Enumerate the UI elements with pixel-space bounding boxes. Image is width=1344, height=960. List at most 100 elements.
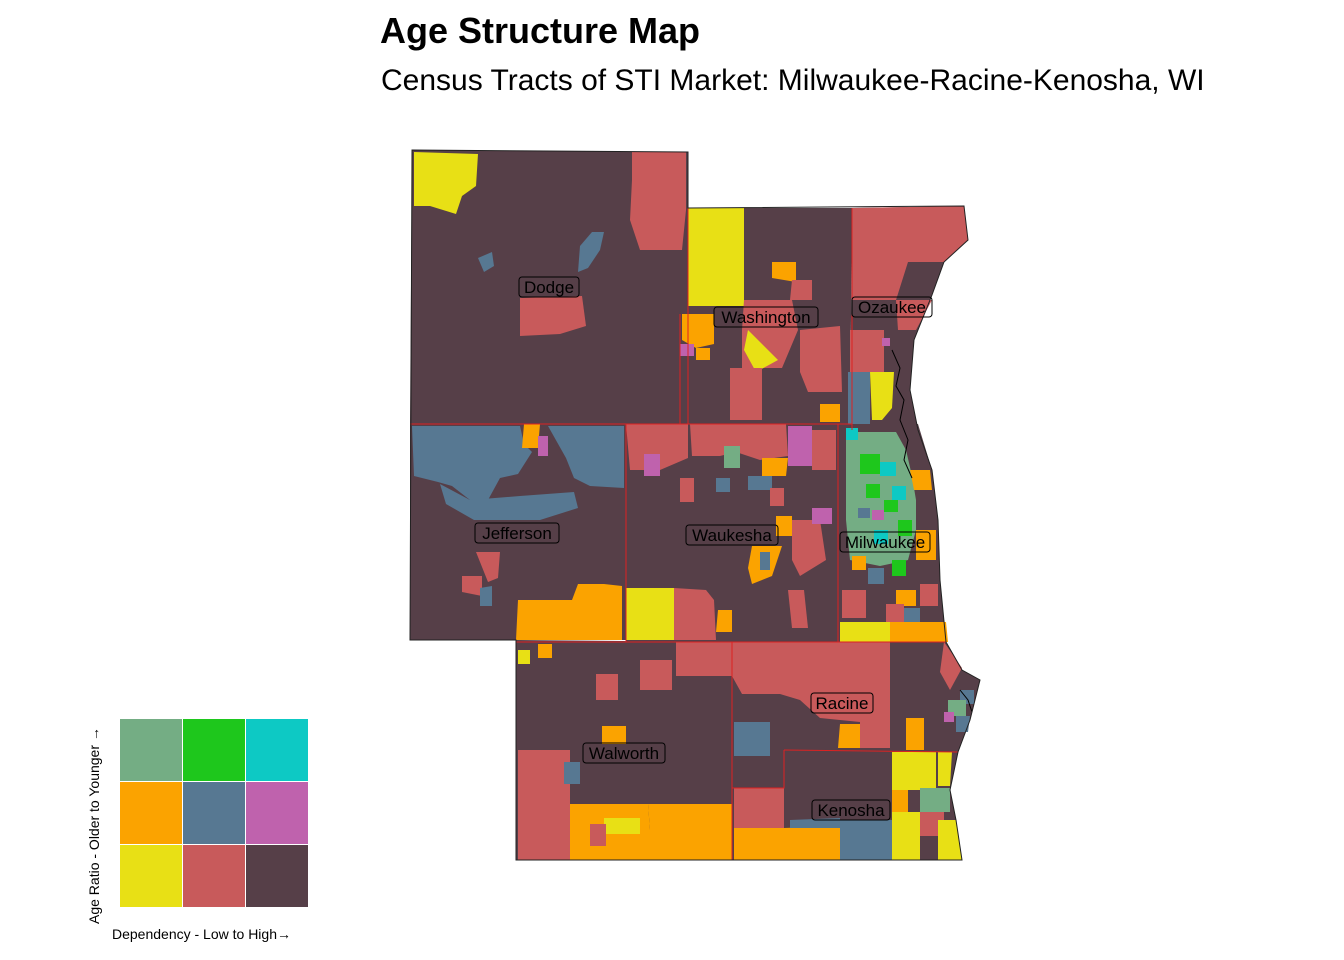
tract-patch (892, 790, 908, 812)
tract-patch (800, 326, 842, 392)
tract-patch (760, 552, 770, 570)
tract-patch (578, 232, 604, 272)
county-name: Racine (816, 694, 869, 713)
county-name: Milwaukee (845, 533, 925, 552)
tract-patch (920, 788, 950, 812)
tract-patch (564, 762, 580, 784)
legend-cell (183, 719, 245, 781)
tract-patch (644, 454, 660, 476)
tract-patch (602, 726, 626, 744)
shoreline-line (959, 689, 973, 713)
tract-patch (850, 330, 884, 372)
tract-patch (838, 724, 860, 748)
tract-patch (680, 478, 694, 502)
tract-patch (626, 588, 674, 640)
tract-patch (596, 674, 618, 700)
county-labels: Dodge Washington Ozaukee Jefferson Wauke… (474, 276, 933, 821)
tract-patch (630, 152, 686, 250)
tract-patch (886, 604, 904, 622)
county-label-jefferson: Jefferson (474, 522, 560, 544)
tract-patch (880, 462, 896, 476)
county-border (783, 749, 959, 753)
county-name: Jefferson (482, 524, 552, 543)
county-name: Dodge (524, 278, 574, 297)
tract-patch (846, 428, 858, 440)
tract-patch (874, 530, 888, 544)
legend-cell (246, 719, 308, 781)
tract-patch (790, 280, 812, 300)
tract-patch (674, 588, 716, 640)
shoreline (891, 349, 973, 713)
county-label-walworth: Walworth (582, 742, 666, 764)
tract-patch (640, 660, 672, 690)
legend-cell (183, 845, 245, 907)
tract-patch (734, 722, 770, 756)
county-name: Kenosha (817, 801, 885, 820)
legend-y-label-text: Age Ratio - Older to Younger (86, 744, 102, 924)
tract-patch (682, 314, 714, 348)
county-label-washington: Washington (713, 306, 819, 328)
tract-patch (626, 424, 688, 470)
tract-patch (770, 488, 784, 506)
tract-patch (414, 152, 478, 214)
county-name: Ozaukee (858, 298, 926, 317)
tract-patch (896, 590, 916, 606)
tract-patch (788, 426, 812, 466)
tract-patch (896, 300, 932, 330)
tract-patch (788, 590, 808, 628)
tract-patch (792, 520, 826, 576)
tract-patch (872, 510, 884, 520)
tract-patch (820, 404, 840, 422)
tract-patch (840, 820, 892, 860)
tract-patch (688, 208, 744, 306)
tract-patch (866, 484, 880, 498)
page-subtitle: Census Tracts of STI Market: Milwaukee-R… (381, 64, 1205, 97)
tract-patch (604, 818, 640, 834)
tract-patch (890, 622, 948, 642)
tract-patch (476, 552, 500, 582)
tract-patch (548, 426, 624, 488)
tract-patch (730, 368, 762, 420)
legend-cell (120, 719, 182, 781)
tract-patch (892, 560, 906, 576)
tract-patch (516, 584, 622, 640)
legend-x-label: Dependency - Low to High→ (112, 926, 291, 942)
tract-patch (882, 338, 890, 346)
tract-patch (522, 424, 540, 448)
tract-patch (676, 642, 890, 748)
tract-patch (440, 484, 578, 520)
tract-patch (910, 470, 932, 490)
tract-patch (892, 486, 906, 500)
tract-patch (762, 458, 788, 476)
legend-x-label-text: Dependency - Low to High (112, 926, 277, 942)
tract-patch (840, 622, 890, 642)
tract-patch (920, 584, 938, 606)
county-label-racine: Racine (810, 692, 874, 714)
county-name: Walworth (589, 744, 659, 763)
tract-patch (734, 828, 784, 860)
tract-patch (518, 750, 570, 860)
tract-patch (716, 478, 730, 492)
legend-cell (246, 782, 308, 844)
county-label-milwaukee: Milwaukee (839, 531, 931, 553)
tract-patch (842, 590, 866, 618)
tract-patch (938, 820, 962, 860)
tract-patch (858, 508, 870, 518)
arrow-right-icon: → (86, 727, 102, 742)
tract-patch (892, 752, 936, 790)
legend-cell (246, 845, 308, 907)
tract-patch (690, 424, 788, 460)
tract-patch (892, 812, 920, 860)
tract-patch (538, 436, 548, 456)
tract-patch (956, 716, 970, 732)
tract-patch (748, 476, 772, 490)
legend-y-label: Age Ratio - Older to Younger → (86, 727, 102, 924)
tract-patch (852, 206, 968, 300)
page-title: Age Structure Map (380, 10, 701, 51)
county-label-dodge: Dodge (518, 276, 580, 298)
tract-patch (848, 372, 870, 424)
tract-patch (744, 330, 778, 372)
shoreline-line (891, 349, 913, 479)
county-label-waukesha: Waukesha (685, 524, 779, 546)
